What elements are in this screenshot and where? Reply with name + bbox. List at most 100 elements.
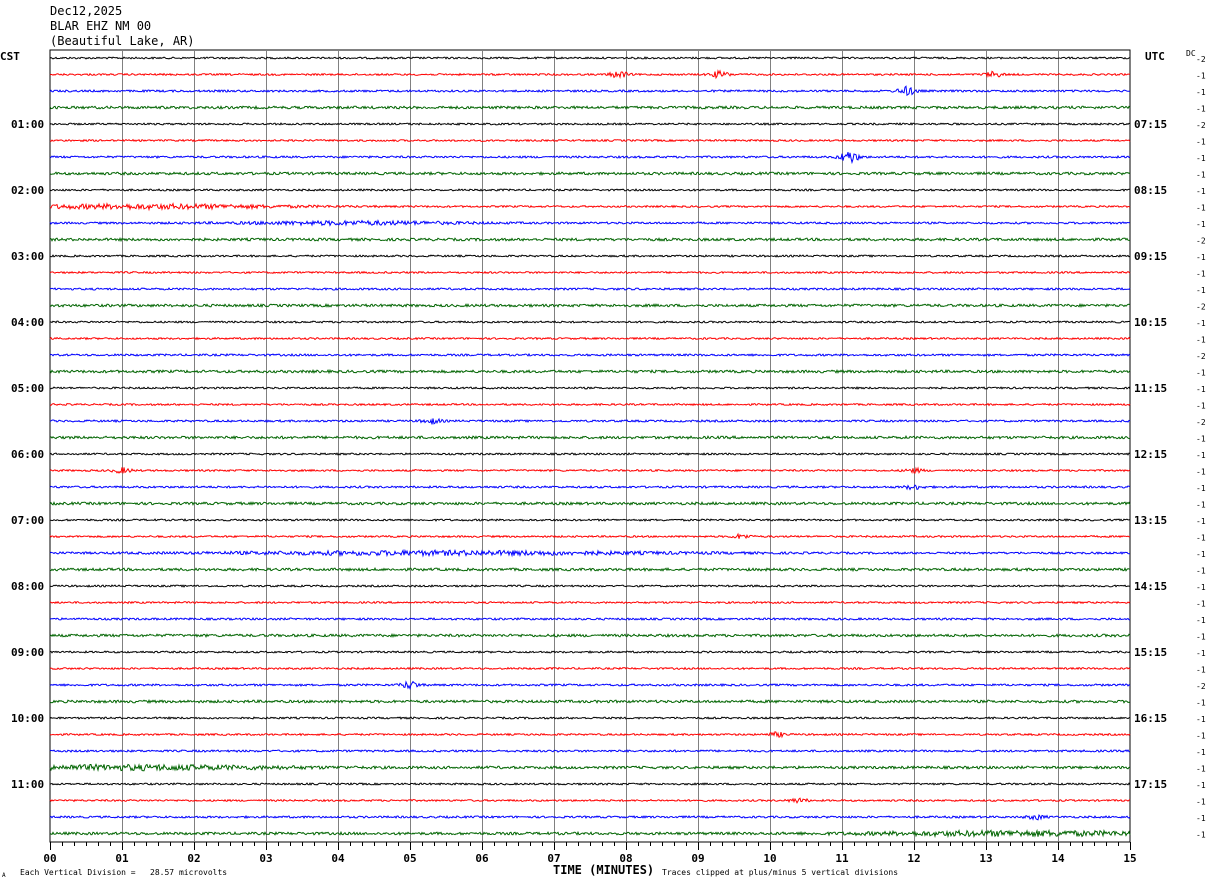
dc-offset-label: -2 — [1196, 237, 1206, 246]
dc-offset-label: -1 — [1196, 451, 1206, 460]
trace-10 — [49, 202, 1131, 212]
left-hour-label: 04:00 — [11, 316, 44, 329]
trace-33 — [49, 584, 1131, 588]
trace-12 — [49, 236, 1131, 243]
dc-label: DC — [1186, 49, 1196, 58]
dc-offset-label: -1 — [1196, 814, 1206, 823]
dc-offset-label: -1 — [1196, 286, 1206, 295]
dc-offset-label: -1 — [1196, 72, 1206, 81]
right-hour-label: 12:15 — [1134, 448, 1167, 461]
left-hour-label: 07:00 — [11, 514, 44, 527]
dc-offset-label: -1 — [1196, 666, 1206, 675]
right-hour-label: 17:15 — [1134, 778, 1167, 791]
trace-27 — [49, 484, 1131, 491]
trace-44 — [49, 763, 1131, 772]
dc-offset-label: -1 — [1196, 649, 1206, 658]
dc-offset-label: -1 — [1196, 435, 1206, 444]
dc-offset-label: -1 — [1196, 781, 1206, 790]
trace-24 — [49, 435, 1131, 440]
dc-offset-label: -1 — [1196, 154, 1206, 163]
trace-9 — [49, 188, 1130, 192]
plot-frame — [49, 49, 1131, 843]
dc-offset-label: -1 — [1196, 583, 1206, 592]
dc-offset-label: -1 — [1196, 402, 1206, 411]
dc-offset-label: -1 — [1196, 105, 1206, 114]
trace-18 — [49, 336, 1131, 341]
trace-36 — [49, 632, 1131, 639]
trace-41 — [49, 716, 1131, 720]
dc-offset-label: -1 — [1196, 220, 1206, 229]
left-hour-label: 05:00 — [11, 382, 44, 395]
left-hour-label: 03:00 — [11, 250, 44, 263]
x-tick-label: 00 — [43, 852, 56, 865]
right-timezone-label: UTC — [1145, 50, 1165, 63]
trace-1 — [49, 56, 1131, 60]
right-hour-label: 07:15 — [1134, 118, 1167, 131]
dc-offset-label: -2 — [1196, 121, 1206, 130]
dc-offset-label: -1 — [1196, 715, 1206, 724]
dc-offset-label: -1 — [1196, 88, 1206, 97]
trace-30 — [49, 532, 1131, 540]
x-tick-label: 08 — [619, 852, 632, 865]
trace-11 — [49, 219, 1131, 227]
dc-offset-label: -2 — [1196, 55, 1206, 64]
x-tick-label: 04 — [331, 852, 345, 865]
x-tick-label: 10 — [763, 852, 776, 865]
dc-offset-label: -2 — [1196, 303, 1206, 312]
dc-offset-label: -1 — [1196, 534, 1206, 543]
corner-mark: A — [2, 872, 6, 879]
x-tick-label: 14 — [1051, 852, 1065, 865]
header-date: Dec12,2025 — [50, 4, 123, 18]
trace-8 — [49, 170, 1131, 177]
dc-offset-label: -1 — [1196, 732, 1206, 741]
x-axis-title: TIME (MINUTES) — [553, 863, 655, 877]
dc-offset-label: -1 — [1196, 171, 1206, 180]
trace-26 — [49, 466, 1131, 474]
dc-offset-label: -1 — [1196, 270, 1206, 279]
right-hour-label: 14:15 — [1134, 580, 1167, 593]
dc-offset-label: -1 — [1196, 319, 1206, 328]
x-tick-label: 03 — [259, 852, 272, 865]
scale-note: Each Vertical Division = 28.57 microvolt… — [20, 868, 228, 877]
trace-28 — [49, 500, 1131, 506]
trace-42 — [49, 731, 1131, 739]
trace-31 — [49, 548, 1130, 558]
dc-offset-label: -1 — [1196, 831, 1206, 840]
trace-22 — [49, 402, 1131, 407]
trace-7 — [49, 151, 1131, 165]
trace-34 — [49, 600, 1131, 605]
trace-19 — [49, 352, 1131, 358]
trace-40 — [49, 698, 1131, 705]
x-tick-label: 05 — [403, 852, 416, 865]
right-hour-label: 13:15 — [1134, 514, 1167, 527]
x-tick-label: 07 — [547, 852, 560, 865]
trace-39 — [49, 680, 1131, 691]
left-hour-label: 06:00 — [11, 448, 44, 461]
left-hour-label: 10:00 — [11, 712, 44, 725]
trace-45 — [49, 782, 1131, 786]
x-tick-label: 02 — [187, 852, 200, 865]
trace-16 — [49, 303, 1131, 309]
trace-17 — [49, 320, 1131, 324]
trace-20 — [49, 368, 1131, 375]
trace-14 — [49, 270, 1131, 275]
trace-5 — [49, 122, 1131, 126]
dc-offset-label: -2 — [1196, 418, 1206, 427]
dc-offset-label: -1 — [1196, 567, 1206, 576]
trace-4 — [49, 104, 1131, 110]
x-tick-label: 12 — [907, 852, 920, 865]
dc-offset-label: -1 — [1196, 484, 1206, 493]
trace-35 — [49, 617, 1131, 622]
dc-offset-label: -2 — [1196, 682, 1206, 691]
dc-offset-label: -1 — [1196, 616, 1206, 625]
trace-15 — [49, 287, 1131, 292]
dc-offset-label: -1 — [1196, 385, 1206, 394]
right-hour-label: 11:15 — [1134, 382, 1167, 395]
dc-offset-label: -1 — [1196, 253, 1206, 262]
trace-25 — [49, 452, 1131, 456]
trace-46 — [49, 797, 1131, 804]
left-hour-label: 01:00 — [11, 118, 44, 131]
header-location: (Beautiful Lake, AR) — [50, 34, 195, 48]
trace-21 — [49, 386, 1131, 390]
trace-48 — [49, 828, 1131, 839]
